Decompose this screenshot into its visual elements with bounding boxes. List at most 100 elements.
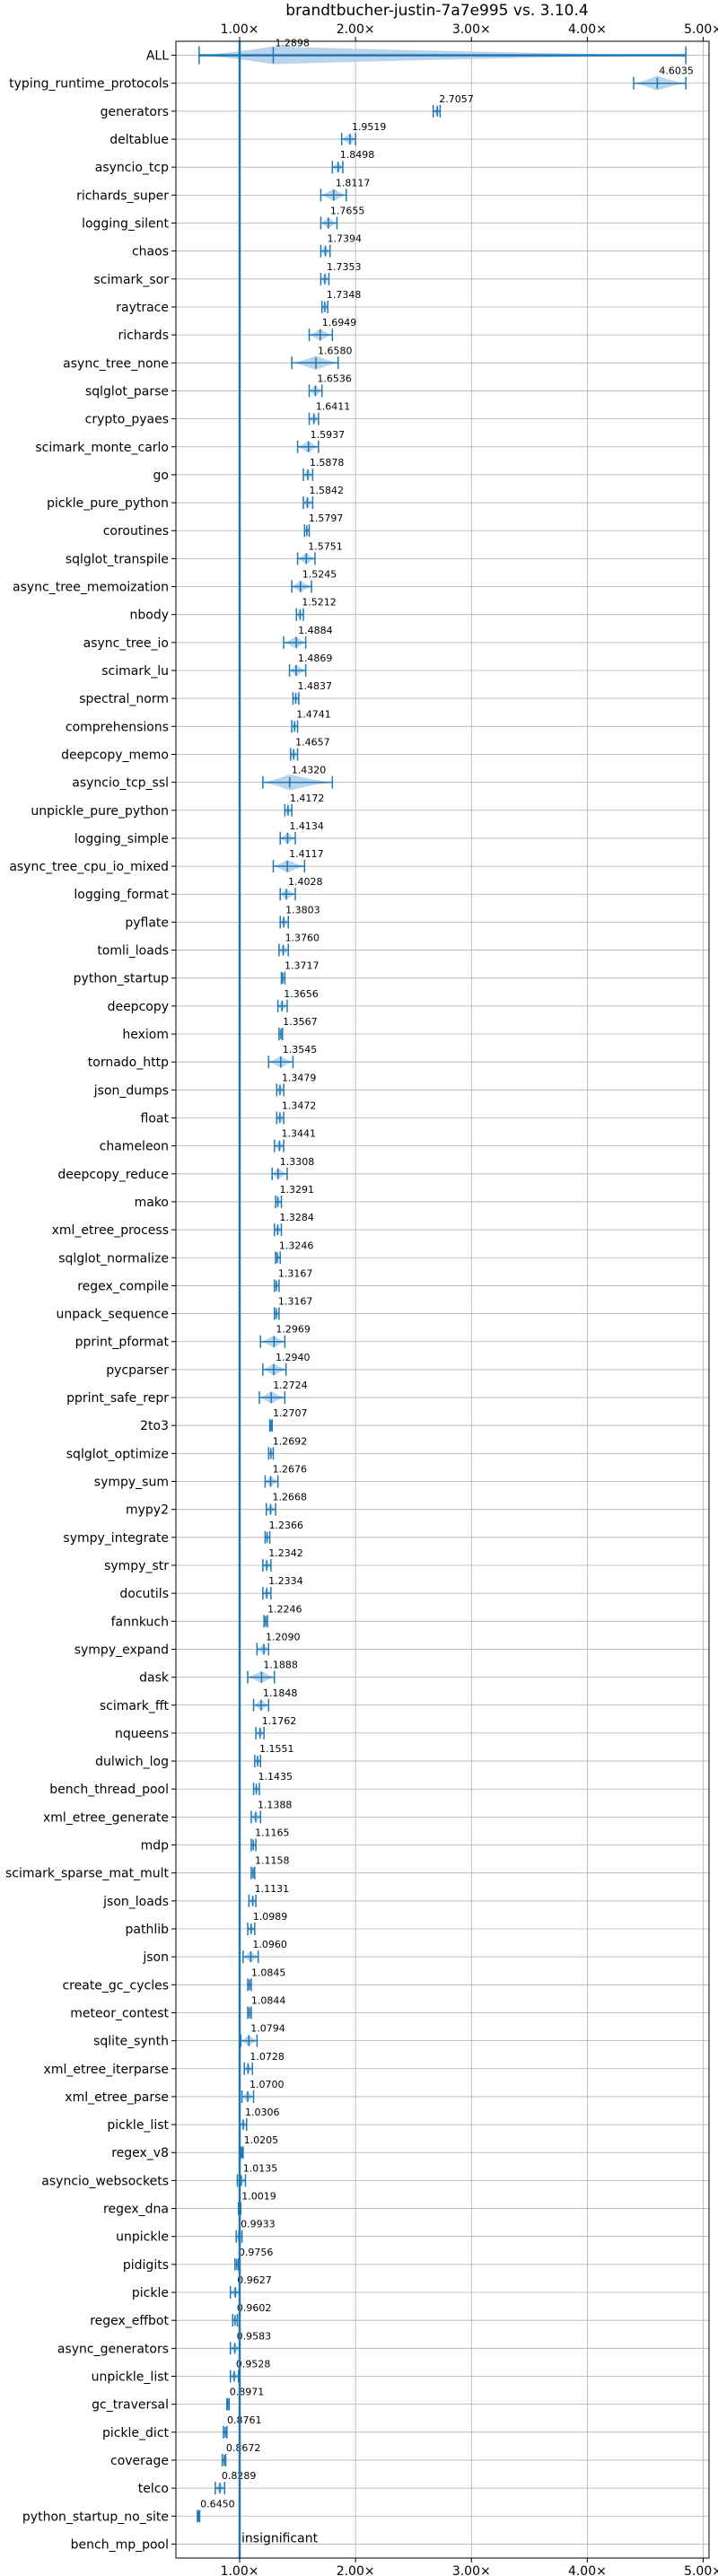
category-labels: ALL typing_runtime_protocols generators del… [5, 49, 176, 2552]
value-label: 1.8117 [336, 177, 371, 188]
category-label: regex_effbot [90, 2314, 169, 2328]
category-label: typing_runtime_protocols [9, 77, 169, 92]
category-label: create_gc_cycles [62, 1978, 169, 1993]
category-label: pprint_pformat [75, 1336, 170, 1350]
value-label: 1.4117 [289, 848, 324, 860]
category-label: unpickle [116, 2230, 169, 2245]
category-label: chaos [132, 245, 169, 259]
x-tick-label-top: 5.00× [684, 22, 718, 37]
value-label: 1.1165 [255, 1827, 290, 1839]
value-label: 1.2707 [273, 1407, 308, 1419]
value-label: 1.4134 [289, 820, 324, 832]
value-label: 1.7353 [327, 261, 362, 273]
category-label: 2to3 [140, 1419, 169, 1433]
value-label: 1.3567 [283, 1016, 318, 1028]
category-label: async_tree_none [63, 356, 169, 371]
category-label: fannkuch [111, 1615, 169, 1629]
x-tick-label-top: 1.00× [221, 22, 259, 37]
plot-frame [175, 40, 710, 2559]
category-label: spectral_norm [79, 692, 169, 706]
value-label: 1.2246 [267, 1603, 302, 1615]
category-label: json [142, 1950, 169, 1965]
category-label: pickle_list [107, 2118, 169, 2133]
category-label: asyncio_tcp_ssl [72, 776, 169, 791]
category-label: logging_simple [74, 832, 169, 846]
category-label: logging_silent [82, 217, 169, 232]
category-label: scimark_fft [100, 1699, 170, 1713]
value-label: 1.1551 [259, 1743, 294, 1755]
category-label: pyflate [125, 916, 169, 930]
value-label: 1.2940 [276, 1352, 311, 1363]
category-label: pickle_pure_python [47, 496, 169, 511]
category-label: pprint_safe_repr [66, 1391, 169, 1406]
value-label: 0.9627 [237, 2274, 272, 2286]
value-label: 1.7348 [327, 289, 362, 301]
category-label: crypto_pyaes [85, 413, 169, 427]
value-label: 0.9602 [237, 2302, 272, 2314]
value-label: 1.3284 [279, 1212, 314, 1223]
value-label: 1.6411 [316, 401, 351, 413]
insignificant-annotation: insignificant [241, 2531, 319, 2545]
x-ticks-bottom: 1.00× 2.00× 3.00× 4.00× 5.00× [221, 2558, 718, 2576]
value-label: 1.2724 [273, 1380, 308, 1391]
value-label: 1.5212 [302, 597, 337, 609]
category-label: pathlib [126, 1923, 170, 1937]
x-tick-label-bottom: 4.00× [568, 2564, 607, 2576]
value-label: 1.0728 [250, 2051, 285, 2063]
category-label: asyncio_tcp [95, 161, 169, 175]
category-label: asyncio_websockets [41, 2174, 169, 2188]
value-label: 1.6949 [322, 317, 357, 329]
category-label: mdp [141, 1839, 170, 1853]
category-label: nqueens [115, 1727, 169, 1741]
category-label: logging_format [74, 888, 169, 902]
category-label: deepcopy [108, 1000, 169, 1014]
category-label: float [141, 1111, 170, 1126]
value-label: 1.2090 [266, 1631, 301, 1643]
value-label: 0.9528 [236, 2358, 271, 2370]
category-label: tornado_http [88, 1056, 169, 1070]
category-label: sqlglot_optimize [66, 1447, 169, 1461]
value-label: 1.4320 [292, 765, 327, 776]
category-label: async_tree_io [83, 636, 169, 651]
value-label: 1.2668 [272, 1492, 307, 1503]
category-label: sqlglot_transpile [66, 552, 169, 566]
value-label: 0.8672 [226, 2442, 261, 2454]
category-label: unpickle_list [92, 2370, 170, 2384]
category-label: gc_traversal [92, 2398, 169, 2413]
category-label: scimark_lu [101, 664, 169, 679]
category-label: dask [139, 1671, 170, 1686]
value-label: 1.2676 [273, 1464, 308, 1476]
value-label: 1.4869 [298, 653, 333, 664]
category-label: pycparser [106, 1363, 169, 1378]
value-label: 1.3291 [280, 1184, 315, 1196]
value-label: 1.3479 [282, 1072, 317, 1083]
x-tick-label-top: 2.00× [337, 22, 375, 37]
value-label: 1.4884 [298, 625, 333, 636]
category-label: scimark_sparse_mat_mult [5, 1867, 169, 1881]
x-tick-label-bottom: 3.00× [452, 2564, 491, 2576]
value-label: 1.0019 [241, 2191, 276, 2203]
value-label: 1.0845 [251, 1967, 286, 1978]
value-label: 1.9519 [352, 121, 387, 133]
value-label: 1.1435 [258, 1771, 293, 1783]
category-label: sympy_str [104, 1559, 169, 1573]
value-label: 1.2898 [275, 38, 310, 49]
x-ticks-top: 1.00× 2.00× 3.00× 4.00× 5.00× [221, 22, 718, 41]
value-label: 1.2334 [268, 1575, 303, 1587]
category-label: sqlglot_parse [85, 384, 169, 399]
category-label: mypy2 [126, 1503, 169, 1518]
value-label: 1.0794 [250, 2023, 285, 2035]
value-label: 1.4837 [297, 680, 332, 692]
category-label: json_dumps [93, 1083, 169, 1098]
category-label: richards [118, 329, 170, 343]
value-label: 1.1158 [255, 1855, 290, 1867]
category-label: deepcopy_memo [61, 748, 169, 762]
value-label: 1.2969 [276, 1324, 311, 1336]
category-label: sympy_sum [94, 1476, 169, 1490]
value-label: 1.2366 [269, 1520, 304, 1531]
category-label: sqlglot_normalize [58, 1251, 169, 1266]
value-label: 1.3803 [285, 904, 320, 916]
category-label: async_tree_cpu_io_mixed [9, 860, 169, 874]
value-label: 1.5245 [302, 569, 337, 581]
